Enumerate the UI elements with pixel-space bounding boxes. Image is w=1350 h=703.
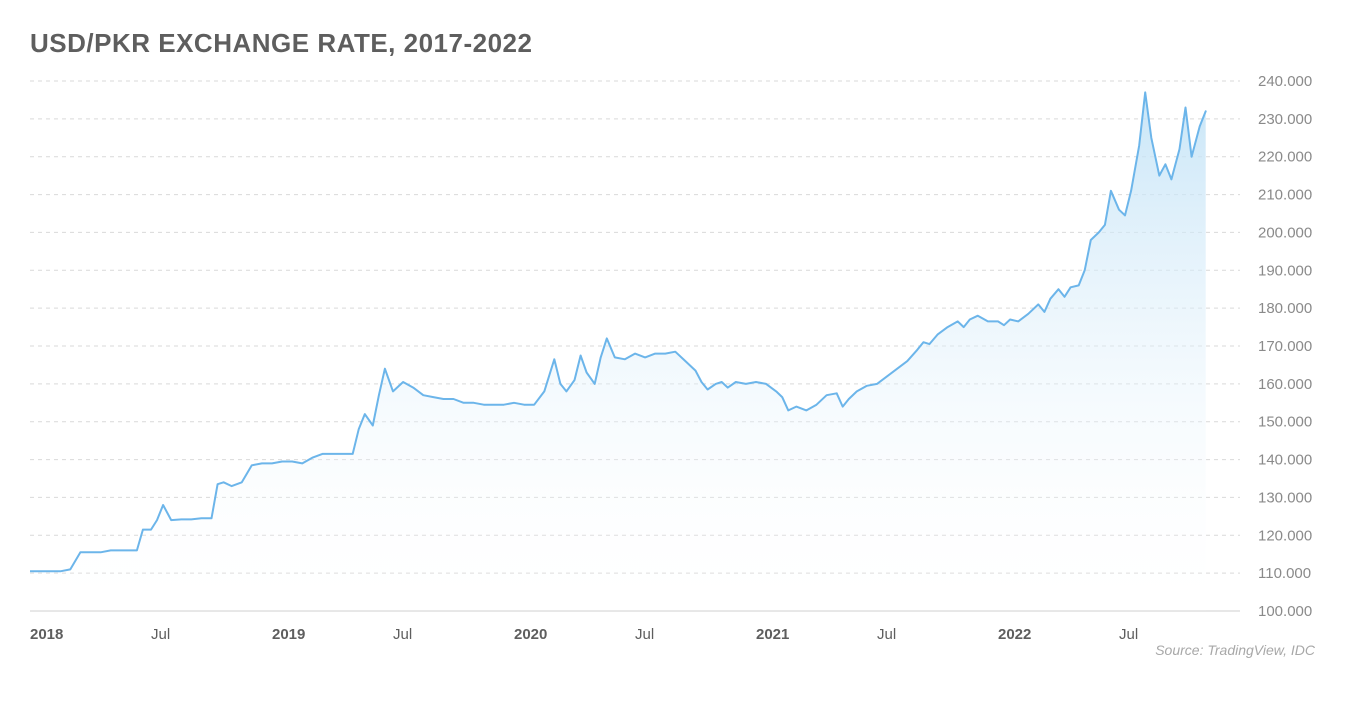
area-fill	[30, 92, 1206, 611]
y-axis-tick-label: 110.000	[1258, 565, 1311, 582]
y-axis-tick-label: 240.000	[1258, 73, 1312, 90]
x-axis-tick-label: 2020	[514, 626, 547, 643]
y-axis-tick-label: 200.000	[1258, 224, 1312, 241]
chart-plot-area: 100.000 110.000 120.000 130.000 140.000 150.0…	[30, 71, 1320, 661]
source-attribution: Source: TradingView, IDC	[1155, 642, 1316, 658]
y-axis-tick-label: 170.000	[1258, 338, 1312, 355]
y-axis-tick-label: 220.000	[1258, 149, 1312, 166]
area-chart-svg: 100.000 110.000 120.000 130.000 140.000 150.0…	[30, 71, 1320, 661]
y-axis-tick-label: 230.000	[1258, 111, 1312, 128]
y-axis-tick-label: 120.000	[1258, 527, 1312, 544]
x-axis-tick-label: Jul	[1119, 626, 1138, 643]
y-axis-tick-label: 180.000	[1258, 300, 1312, 317]
y-axis-tick-label: 130.000	[1258, 489, 1312, 506]
y-axis-tick-label: 140.000	[1258, 452, 1312, 469]
y-axis-tick-label: 210.000	[1258, 187, 1312, 204]
chart-container: USD/PKR EXCHANGE RATE, 2017-2022 100.000…	[0, 0, 1350, 703]
y-axis-tick-label: 150.000	[1258, 414, 1312, 431]
x-axis-tick-label: Jul	[635, 626, 654, 643]
x-axis-tick-label: Jul	[151, 626, 170, 643]
x-axis-tick-label: Jul	[393, 626, 412, 643]
x-axis-tick-label: 2021	[756, 626, 789, 643]
y-axis-tick-label: 160.000	[1258, 376, 1312, 393]
x-axis-tick-label: 2019	[272, 626, 305, 643]
chart-title: USD/PKR EXCHANGE RATE, 2017-2022	[30, 28, 1320, 59]
x-axis-tick-label: Jul	[877, 626, 896, 643]
y-axis-tick-label: 100.000	[1258, 603, 1312, 620]
y-axis-tick-label: 190.000	[1258, 262, 1312, 279]
x-axis-tick-label: 2018	[30, 626, 63, 643]
x-axis-tick-label: 2022	[998, 626, 1031, 643]
